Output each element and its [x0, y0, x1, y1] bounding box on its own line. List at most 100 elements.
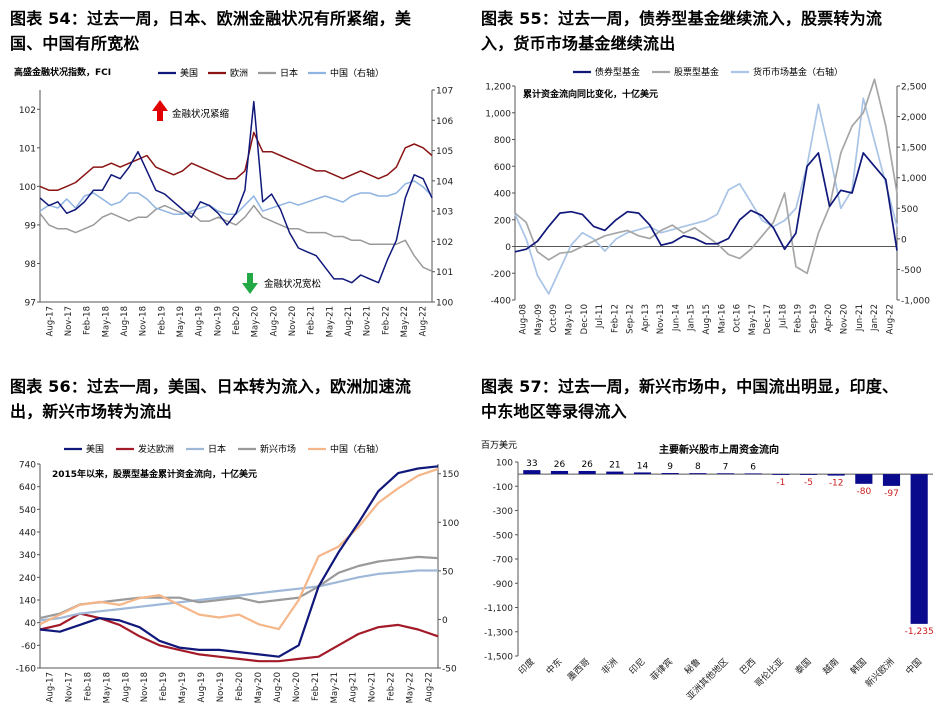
x-tick-label: Apr-13: [641, 304, 651, 332]
x-tick-label: Feb-18: [83, 306, 93, 335]
x-tick-label: May-17: [748, 304, 758, 335]
y2-tick-label: 107: [436, 87, 453, 97]
y2-tick-label: 150: [442, 470, 459, 480]
bar-11: [799, 474, 818, 475]
em-weekly-flow-bar-chart: 主要新兴股市上周资金流向 百万美元 100 -100 -300 -500 -700 -900 -…: [481, 439, 934, 702]
x-tick-label: May-22: [406, 672, 416, 703]
bar-9: [744, 473, 762, 475]
y2-tick-label: 2,500: [901, 83, 927, 93]
y-tick-label: 1,200: [485, 83, 511, 93]
y-tick-label: 340: [19, 551, 36, 561]
series-line-4: [39, 555, 439, 620]
y-tick-label: 400: [494, 190, 511, 200]
x-tick-label: May-18: [102, 672, 112, 703]
x-tick-label: Feb-20: [232, 306, 242, 335]
series-line-4: [39, 180, 433, 215]
legend-label: 新兴市场: [260, 443, 296, 455]
legend-label: 中国（右轴）: [330, 67, 384, 79]
y-tick-label: 200: [494, 216, 511, 226]
x-tick-label: Feb-18: [83, 672, 93, 701]
y-tick-label: -100: [493, 483, 514, 493]
title-line-2: 国、中国有所宽松: [10, 34, 140, 53]
x-tick-label: Aug-17: [45, 672, 55, 702]
x-tick-label: Feb-20: [235, 672, 245, 701]
x-tick-label: Jun-14: [671, 304, 681, 332]
x-tick-label: Dec-10: [580, 304, 590, 334]
y-tick-label: 99: [25, 221, 37, 231]
x-tick-label: Nov-20: [288, 306, 298, 336]
y2-tick-label: 0: [442, 616, 448, 626]
data-label: -5: [804, 478, 813, 488]
legend-label: 欧洲: [230, 67, 248, 79]
x-tick-label: Aug-22: [425, 672, 435, 702]
series-line-2: [39, 131, 433, 191]
x-tick-label: Nov-19: [216, 672, 226, 702]
category-label: 越南: [820, 656, 841, 677]
title-line-2: 中东地区等录得流入: [481, 402, 627, 421]
chart-panel-fig55: 图表 55：过去一周，债券型基金继续流入，股票转为流 入，货币市场基金继续流出 …: [473, 0, 946, 360]
category-label: 泰国: [792, 656, 813, 677]
data-label: 26: [554, 460, 566, 470]
legend-label: 日本: [208, 443, 226, 455]
x-tick-label: Sep-12: [626, 304, 636, 334]
x-tick-label: Nov-13: [656, 304, 666, 334]
y-tick-label: -160: [16, 665, 37, 675]
category-label: 中国: [903, 656, 924, 677]
chart-subtitle: 2015年以来，股票型基金累计资金流向，十亿美元: [52, 468, 257, 480]
y2-tick-label: 100: [436, 299, 453, 309]
bar-8: [716, 473, 735, 475]
category-label: 非洲: [599, 656, 620, 677]
annotation-tightening: 金融状况紧缩: [172, 108, 230, 120]
y2-tick-label: 1,000: [901, 174, 927, 184]
chart-subtitle: 主要新兴股市上周资金流向: [659, 443, 779, 456]
series-line-1: [39, 100, 433, 284]
data-label: 14: [637, 461, 649, 471]
y-tick-label: -1,100: [484, 604, 513, 614]
x-tick-label: Nov-21: [368, 672, 378, 702]
bar-5: [633, 472, 652, 475]
bar-2: [550, 470, 569, 475]
unit-label: 百万美元: [481, 439, 517, 451]
x-tick-label: Mar-16: [717, 304, 727, 333]
category-label: 菲律宾: [648, 656, 676, 684]
y-tick-label: -1,500: [484, 653, 513, 663]
x-tick-label: Aug-17: [45, 306, 55, 336]
y-tick-label: 98: [25, 260, 37, 270]
legend-label: 中国（右轴）: [330, 443, 384, 455]
category-label: 印度: [516, 656, 537, 677]
bar-4: [606, 471, 624, 475]
series-line-3: [514, 97, 898, 295]
y-tick-label: -400: [491, 297, 512, 307]
x-tick-label: Feb-21: [307, 306, 317, 335]
x-tick-label: Aug-08: [519, 304, 529, 334]
y2-tick-label: 103: [436, 208, 453, 218]
x-tick-label: Nov-18: [139, 306, 149, 336]
x-tick-label: Nov-19: [213, 306, 223, 336]
data-label: 7: [723, 462, 729, 472]
x-tick-label: Sep-19: [809, 304, 819, 334]
x-tick-label: Aug-21: [349, 672, 359, 702]
data-label: 8: [695, 462, 701, 472]
data-label: 6: [750, 462, 756, 472]
x-tick-label: Nov-20: [840, 304, 850, 334]
x-tick-label: Feb-19: [794, 304, 804, 333]
category-label: 印尼: [626, 656, 647, 677]
y-tick-label: 40: [25, 619, 37, 629]
chart-panel-fig57: 图表 57：过去一周，新兴市场中，中国流出明显，印度、 中东地区等录得流入 主要…: [473, 368, 946, 719]
y-tick-label: -700: [493, 556, 514, 566]
series-line-3: [39, 569, 438, 622]
chart-panel-fig54: 图表 54：过去一周，日本、欧洲金融状况有所紧缩，美 国、中国有所宽松 97 98…: [0, 0, 470, 360]
chart-subtitle: 累计资金流向同比变化，十亿美元: [523, 88, 658, 100]
chart-title: 图表 54：过去一周，日本、欧洲金融状况有所紧缩，美 国、中国有所宽松: [10, 6, 411, 56]
y-tick-label: 740: [19, 461, 36, 471]
x-tick-label: Aug-22: [885, 304, 895, 334]
x-tick-label: May-19: [176, 306, 186, 337]
data-label: -12: [829, 479, 844, 489]
x-tick-label: Jan-22: [870, 304, 880, 332]
fund-flow-line-chart: -400 -200 0 200 400 600 800 1,000 1,200 -1,000 -50…: [485, 66, 930, 335]
x-tick-label: May-10: [564, 304, 574, 335]
y2-tick-label: 100: [442, 519, 459, 529]
x-tick-label: May-20: [251, 306, 261, 337]
x-tick-label: Aug-21: [344, 306, 354, 336]
data-label: -80: [856, 487, 871, 497]
